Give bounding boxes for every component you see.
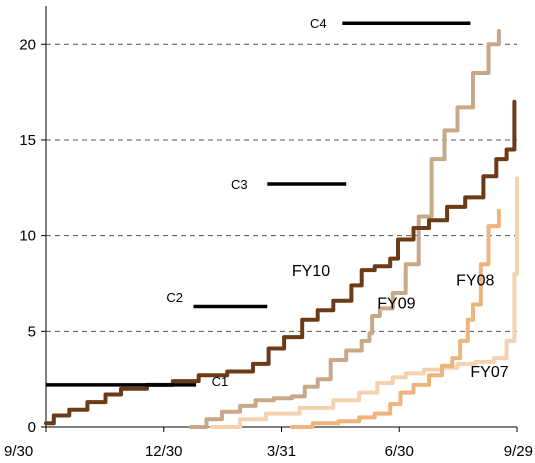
x-tick-label-3: 6/30: [385, 443, 414, 460]
gridlines: [46, 43, 517, 332]
series-lines: [44, 28, 519, 429]
series-line-fy10: [44, 99, 517, 426]
series-line-fy08: [289, 208, 501, 429]
x-tick-label-4: 9/29: [504, 443, 533, 460]
target-label-c3: C3: [231, 177, 248, 192]
target-bars: [46, 21, 471, 387]
y-tick-label-15: 15: [19, 132, 36, 149]
series-line-fy09: [188, 28, 501, 429]
series-line-fy07: [209, 176, 519, 429]
target-label-c2: C2: [166, 290, 183, 305]
series-label-fy07: FY07: [470, 364, 508, 381]
axes: [41, 6, 518, 432]
y-tick-label-0: 0: [28, 419, 36, 436]
y-tick-label-20: 20: [19, 36, 36, 53]
y-tick-label-10: 10: [19, 228, 36, 245]
series-label-fy08: FY08: [456, 272, 494, 289]
series-label-fy09: FY09: [377, 295, 415, 312]
x-tick-label-2: 3/31: [267, 443, 296, 460]
x-tick-label-0: 9/30: [4, 443, 33, 460]
y-tick-label-5: 5: [28, 323, 36, 340]
target-label-c4: C4: [310, 16, 327, 31]
x-tick-label-1: 12/30: [145, 443, 183, 460]
target-label-c1: C1: [212, 374, 229, 389]
labels: 0 5 10 15 20 9/30 12/30 3/31 6/30 9/29 FY07 FY08 FY0…: [4, 16, 533, 460]
series-label-fy10: FY10: [292, 263, 330, 280]
